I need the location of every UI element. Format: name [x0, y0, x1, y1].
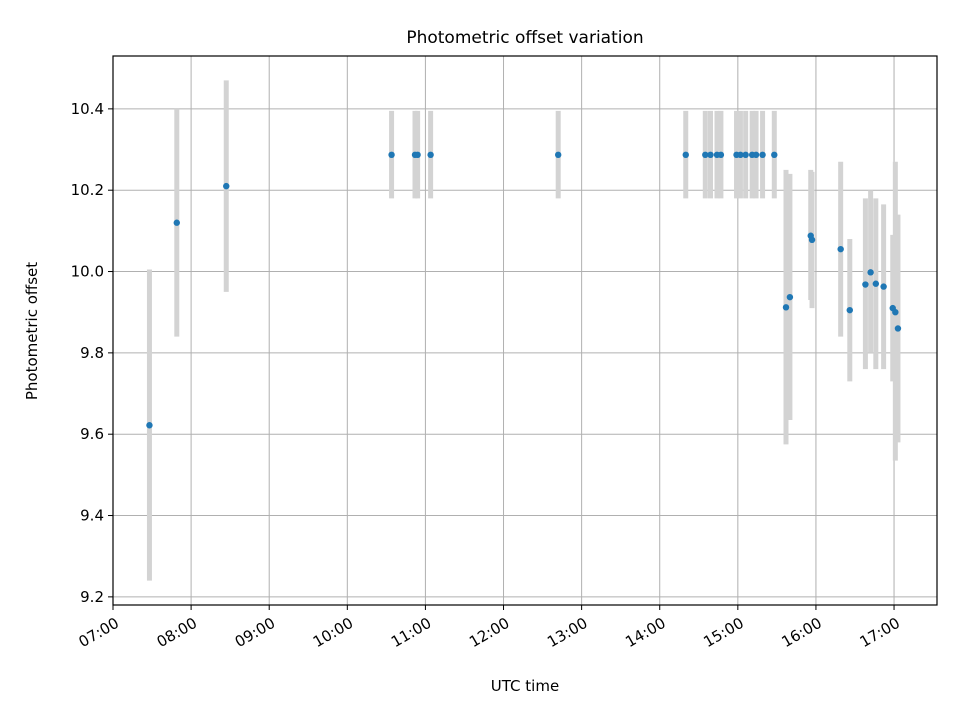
data-point	[737, 151, 744, 159]
x-tick-label: 12:00	[466, 614, 512, 651]
data-point	[786, 293, 794, 301]
data-point	[894, 325, 902, 332]
y-tick-label: 9.8	[80, 344, 104, 362]
x-tick-label: 09:00	[232, 614, 278, 651]
data-point	[872, 280, 880, 287]
x-axis-ticks: 07:00 08:00 09:00 10:00 11:00 12:00 13:00 14:00…	[76, 605, 903, 651]
plot-frame	[112, 55, 938, 606]
data-point	[752, 151, 760, 159]
data-point	[682, 151, 689, 159]
data-point	[223, 182, 230, 190]
data-point	[414, 151, 421, 159]
data-point	[808, 236, 816, 244]
y-tick-label: 10.2	[71, 181, 104, 199]
data-point	[146, 422, 153, 429]
x-tick-label: 08:00	[154, 614, 200, 651]
y-tick-label: 9.6	[80, 425, 104, 443]
data-point	[717, 151, 725, 159]
y-tick-label: 9.2	[80, 588, 104, 606]
y-tick-label: 9.4	[80, 507, 104, 525]
x-tick-label: 11:00	[388, 614, 434, 651]
data-point	[554, 151, 562, 159]
y-tick-label: 10.0	[71, 263, 104, 281]
x-tick-label: 16:00	[778, 614, 824, 651]
error-bars	[146, 80, 901, 581]
data-point	[759, 151, 766, 159]
grid	[112, 56, 937, 605]
data-point	[880, 283, 887, 290]
data-point	[707, 151, 714, 159]
x-tick-label: 15:00	[700, 614, 746, 651]
data-point	[892, 309, 899, 316]
x-tick-label: 14:00	[622, 614, 668, 651]
data-point	[702, 151, 709, 159]
data-point	[388, 151, 395, 159]
data-point	[771, 151, 778, 159]
y-axis-ticks: 9.2 9.4 9.6 9.8 10.0 10.2 10.4	[71, 100, 113, 606]
y-tick-label: 10.4	[71, 100, 104, 118]
data-point	[782, 304, 790, 311]
x-tick-label: 13:00	[544, 614, 590, 651]
y-axis-label: Photometric offset	[23, 262, 41, 400]
data-point	[862, 281, 869, 288]
data-points	[146, 151, 902, 429]
x-tick-label: 17:00	[857, 614, 903, 651]
x-tick-label: 10:00	[310, 614, 356, 651]
x-axis-label: UTC time	[491, 677, 559, 695]
data-point	[867, 269, 874, 276]
chart-title: Photometric offset variation	[406, 28, 643, 48]
data-point	[846, 306, 853, 314]
data-point	[427, 151, 434, 159]
data-point	[173, 219, 180, 226]
data-point	[837, 245, 844, 253]
x-tick-label: 07:00	[76, 614, 122, 651]
data-point	[742, 151, 749, 159]
